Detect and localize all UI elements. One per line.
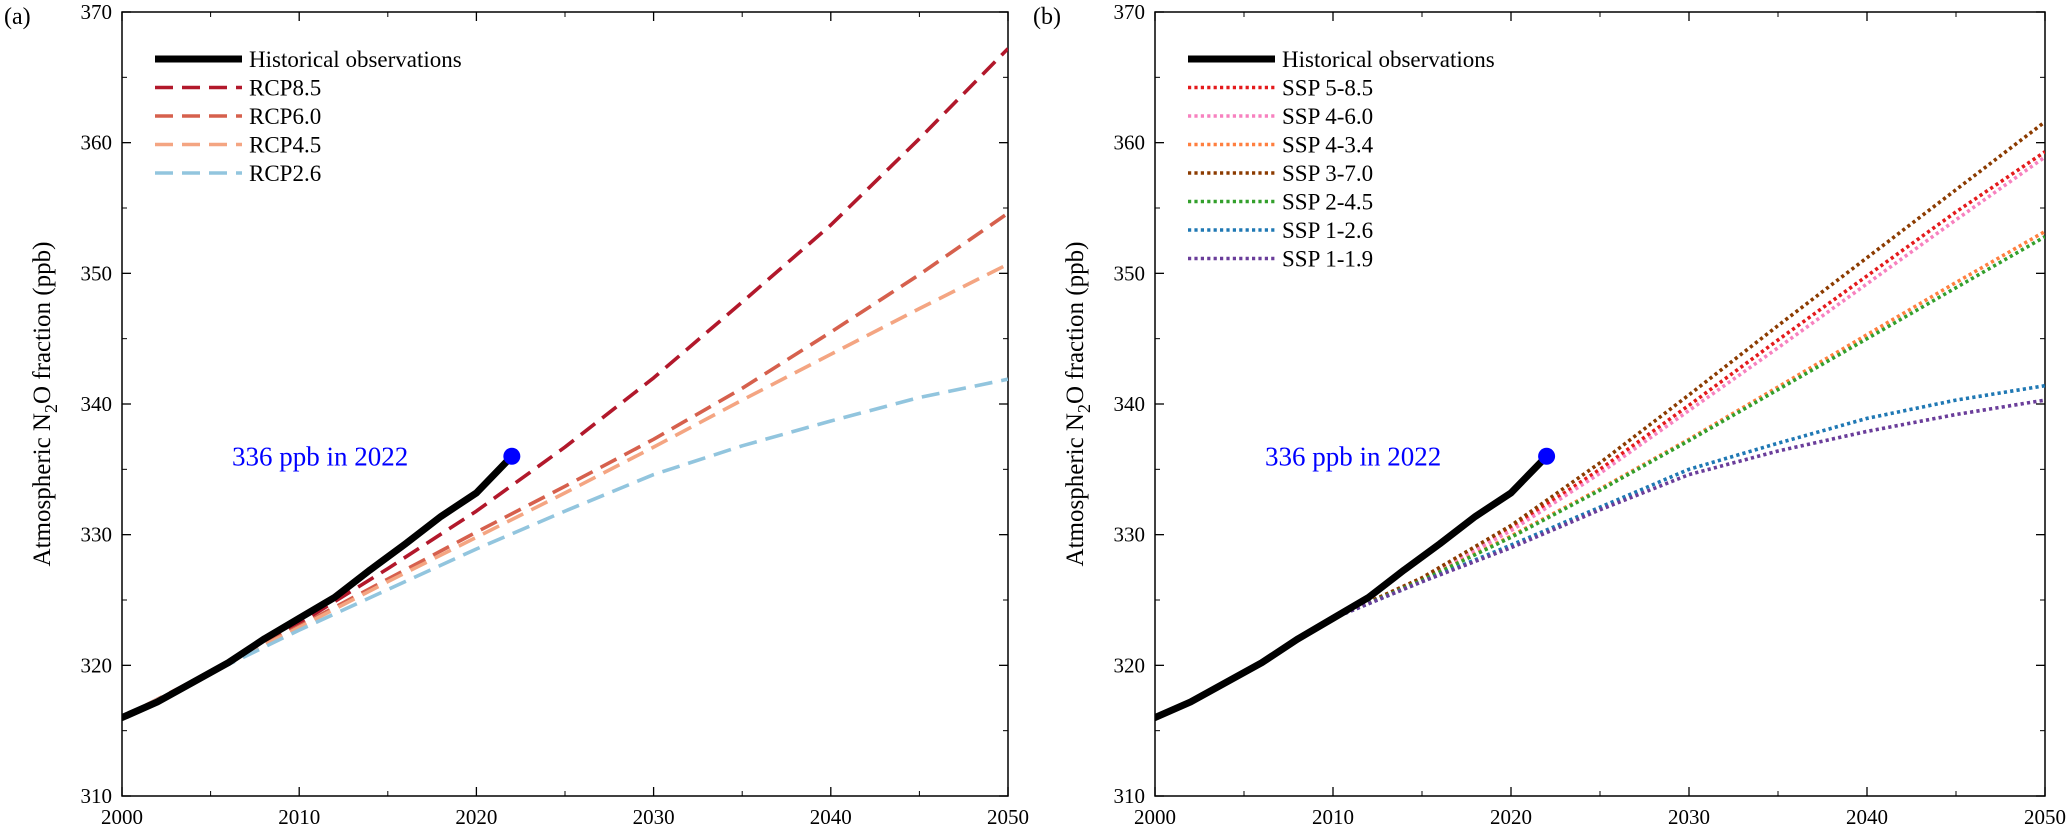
- y-tick-label: 330: [81, 523, 113, 547]
- panel-a: 2000 2010 2020 2030 2040 2050 310 320 330 340 350 3…: [4, 0, 1029, 829]
- plot-frame: [121, 11, 1009, 797]
- legend-label: Historical observations: [249, 47, 462, 72]
- legend-label: RCP8.5: [249, 76, 321, 101]
- series-line-ssp-4-3-4: [1332, 229, 2045, 620]
- y-axis-title-subscript: 2: [1074, 404, 1094, 413]
- x-tick-label: 2040: [1846, 805, 1888, 829]
- series-group: [1155, 120, 2045, 722]
- annotation-text: 336 ppb in 2022: [232, 441, 408, 471]
- series-line-ssp-1-2-6: [1332, 383, 2045, 620]
- y-axis-title-part: O fraction (ppb): [29, 242, 56, 404]
- y-tick-label: 370: [1114, 0, 1146, 24]
- plot-frame: [1154, 11, 2046, 797]
- legend-label: SSP 1-1.9: [1282, 247, 1373, 272]
- legend: Historical observations RCP8.5 RCP6.0 RCP4.…: [155, 47, 462, 186]
- legend-label: Historical observations: [1282, 47, 1495, 72]
- y-axis-title: Atmospheric N2O fraction (ppb): [29, 242, 61, 567]
- x-tick-label: 2030: [1668, 805, 1710, 829]
- y-axis-title-part: Atmospheric N: [1062, 413, 1089, 566]
- y-tick-label: 360: [81, 131, 113, 155]
- y-tick-label: 370: [81, 0, 113, 24]
- y-tick-label: 350: [1114, 261, 1146, 285]
- legend-label: SSP 4-3.4: [1282, 133, 1374, 158]
- x-tick-label: 2000: [101, 805, 143, 829]
- y-axis-title-subscript: 2: [41, 404, 61, 413]
- y-tick-label: 320: [1114, 653, 1146, 677]
- series-line-historical-observations: [1155, 452, 1551, 722]
- series-group: [122, 47, 1008, 722]
- x-tick-label: 2050: [987, 805, 1029, 829]
- legend-label: RCP6.0: [249, 104, 321, 129]
- panel-b: 2000 2010 2020 2030 2040 2050 310 320 330 340 350 3…: [1033, 0, 2066, 829]
- y-axis-title: Atmospheric N2O fraction (ppb): [1062, 242, 1094, 567]
- series-line-ssp-5-8-5: [1332, 150, 2045, 620]
- legend-label: SSP 2-4.5: [1282, 190, 1373, 215]
- series-line-rcp2-6: [122, 377, 1008, 720]
- annotation-text: 336 ppb in 2022: [1265, 441, 1441, 471]
- legend: Historical observations SSP 5-8.5 SSP 4-6.…: [1188, 47, 1495, 272]
- y-axis-title-part: O fraction (ppb): [1062, 242, 1089, 404]
- legend-label: SSP 3-7.0: [1282, 161, 1373, 186]
- y-axis-title-part: Atmospheric N: [29, 413, 56, 566]
- legend-label: SSP 4-6.0: [1282, 104, 1373, 129]
- annotation-marker: [1538, 447, 1556, 465]
- legend-label: SSP 5-8.5: [1282, 76, 1373, 101]
- series-line-ssp-4-6-0: [1332, 155, 2045, 620]
- legend-label: RCP4.5: [249, 133, 321, 158]
- y-tick-label: 340: [1114, 392, 1146, 416]
- x-tick-label: 2000: [1134, 805, 1176, 829]
- y-tick-label: 350: [81, 261, 113, 285]
- legend-label: SSP 1-2.6: [1282, 218, 1373, 243]
- x-tick-label: 2040: [810, 805, 852, 829]
- x-tick-label: 2010: [278, 805, 320, 829]
- panel-label: (b): [1033, 4, 1061, 30]
- y-tick-label: 310: [1114, 784, 1146, 808]
- y-tick-label: 330: [1114, 523, 1146, 547]
- y-tick-label: 320: [81, 653, 113, 677]
- y-tick-label: 360: [1114, 131, 1146, 155]
- series-line-ssp-2-4-5: [1332, 235, 2045, 620]
- series-line-rcp4-5: [122, 262, 1008, 720]
- legend-label: RCP2.6: [249, 161, 321, 186]
- x-tick-label: 2020: [455, 805, 497, 829]
- x-tick-label: 2010: [1312, 805, 1354, 829]
- panel-label: (a): [4, 4, 31, 30]
- x-tick-label: 2050: [2024, 805, 2066, 829]
- series-line-ssp-1-1-9: [1332, 398, 2045, 620]
- series-line-historical-observations: [122, 452, 516, 722]
- annotation-marker: [503, 447, 521, 465]
- x-tick-label: 2030: [633, 805, 675, 829]
- x-tick-label: 2020: [1490, 805, 1532, 829]
- y-tick-label: 310: [81, 784, 113, 808]
- y-tick-label: 340: [81, 392, 113, 416]
